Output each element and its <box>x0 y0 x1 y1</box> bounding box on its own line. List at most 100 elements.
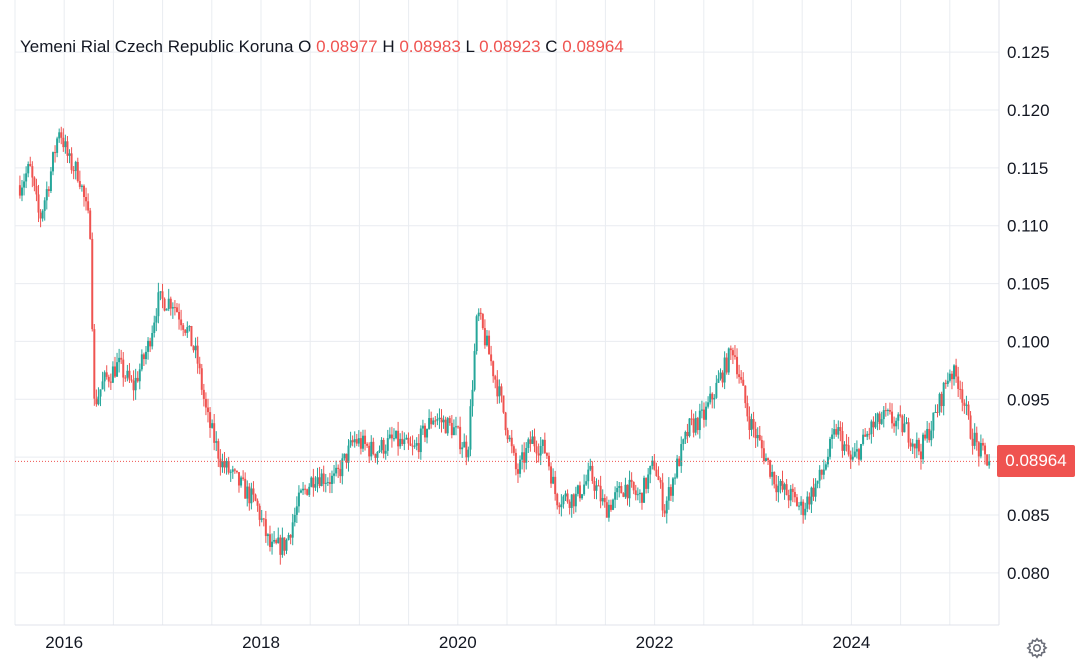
candle-body <box>620 486 623 494</box>
legend-open-label: O <box>298 37 312 56</box>
candle-body <box>589 465 592 470</box>
candle-body <box>76 161 79 182</box>
candle-body <box>459 426 462 450</box>
candle-body <box>845 444 848 446</box>
candle-body <box>725 357 728 373</box>
candle-body <box>37 194 40 213</box>
candle-body <box>967 404 970 416</box>
candle-body <box>173 307 176 309</box>
candle-body <box>175 307 178 312</box>
candle-body <box>235 470 238 473</box>
candle-body <box>740 377 743 380</box>
candle-body <box>552 476 555 484</box>
candle-body <box>502 395 505 413</box>
candle-body <box>715 382 718 398</box>
candle-body <box>250 488 253 504</box>
candle-body <box>789 488 792 501</box>
candle-body <box>302 488 305 491</box>
candle-body <box>142 354 145 360</box>
last-price-tag: 0.08964 <box>997 445 1075 477</box>
candle-body <box>194 345 197 351</box>
candle-body <box>355 439 358 444</box>
candle-body <box>760 439 763 449</box>
candle-body <box>554 476 557 495</box>
candle-body <box>56 138 59 153</box>
candle-body <box>167 298 170 310</box>
candle-body <box>831 434 834 439</box>
candle-body <box>359 438 362 449</box>
candle-body <box>248 486 251 504</box>
candle-body <box>769 460 772 477</box>
candle-body <box>560 504 563 508</box>
candle-body <box>849 454 852 460</box>
candle-body <box>665 500 668 514</box>
candle-body <box>893 423 896 427</box>
candle-body <box>333 473 336 476</box>
candle-body <box>349 440 352 446</box>
candle-body <box>310 477 313 487</box>
candle-body <box>85 197 88 202</box>
legend-title: Yemeni Rial Czech Republic Koruna <box>20 37 294 56</box>
candle-body <box>29 164 32 167</box>
candle-body <box>74 161 77 171</box>
candle-body <box>353 439 356 443</box>
candle-body <box>932 412 935 431</box>
candle-body <box>159 291 162 293</box>
candle-body <box>240 477 243 486</box>
candle-body <box>291 522 294 538</box>
candle-body <box>242 477 245 479</box>
candle-body <box>829 438 832 457</box>
candle-body <box>504 412 507 431</box>
candle-body <box>483 328 486 346</box>
candle-body <box>901 415 904 433</box>
candle-body <box>450 422 453 436</box>
legend-high-value: 0.08983 <box>399 37 461 56</box>
candle-body <box>256 500 259 506</box>
candle-body <box>948 373 951 381</box>
candle-body <box>345 453 348 463</box>
candle-body <box>237 472 240 486</box>
y-tick-label: 0.105 <box>1007 275 1050 294</box>
candle-body <box>841 431 844 451</box>
candle-body <box>959 388 962 390</box>
gear-icon[interactable] <box>1025 636 1049 660</box>
candle-body <box>653 460 656 470</box>
candle-body <box>103 372 106 382</box>
candle-body <box>27 164 30 174</box>
candle-body <box>744 385 747 404</box>
candle-body <box>547 455 550 467</box>
candle-body <box>857 449 860 460</box>
candle-body <box>209 412 212 428</box>
candle-body <box>721 372 724 383</box>
candle-body <box>444 419 447 434</box>
candle-body <box>752 419 755 429</box>
candle-body <box>153 322 156 333</box>
candle-body <box>87 201 90 211</box>
candle-body <box>607 504 610 518</box>
legend-open-value: 0.08977 <box>316 37 378 56</box>
time-axis[interactable]: 2016 2018 2020 2022 2024 <box>45 633 870 652</box>
candle-body <box>45 189 48 201</box>
candle-body <box>630 479 633 482</box>
candle-body <box>206 407 209 413</box>
candle-body <box>521 452 524 460</box>
candle-body <box>826 456 829 465</box>
candle-body <box>66 141 69 156</box>
candle-body <box>268 534 271 548</box>
candle-body <box>953 365 956 380</box>
candle-body <box>324 482 327 484</box>
candle-body <box>601 497 604 502</box>
candle-body <box>231 469 234 472</box>
candle-body <box>632 481 635 491</box>
candle-body <box>713 397 716 400</box>
candle-body <box>401 438 404 445</box>
candle-body <box>124 377 127 379</box>
candle-body <box>663 510 666 514</box>
candle-body <box>696 417 699 431</box>
candle-body <box>341 458 344 477</box>
price-axis[interactable]: 0.0800.0850.0900.0950.1000.1050.1100.115… <box>1007 43 1050 583</box>
candle-body <box>481 314 484 329</box>
candle-body <box>18 185 21 196</box>
candle-body <box>465 441 468 458</box>
